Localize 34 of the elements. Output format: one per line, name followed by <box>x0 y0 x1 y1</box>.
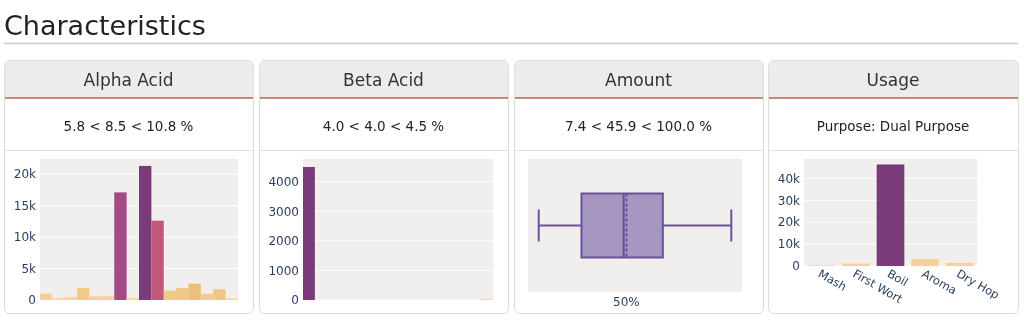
y-tick-label: 30k <box>777 193 801 208</box>
y-tick-label: 0 <box>792 259 800 274</box>
x-tick-label: Dry Hop <box>954 266 1002 303</box>
y-tick-label: 1000 <box>268 263 299 278</box>
bar <box>77 288 90 300</box>
text: 7.4 < 45.9 < 100.0 % <box>564 118 713 134</box>
y-tick-label: 5k <box>21 261 37 276</box>
y-tick-label: 20k <box>777 215 801 230</box>
text: 50% <box>613 295 640 309</box>
y-tick-label: 10k <box>777 237 801 252</box>
y-tick-label: 20k <box>13 167 37 182</box>
bar <box>911 259 939 266</box>
bar <box>114 192 127 300</box>
y-tick-label: 4000 <box>268 174 299 189</box>
y-tick-label: 10k <box>13 230 37 245</box>
text: Amount <box>605 70 673 90</box>
text: Characteristics <box>4 10 206 41</box>
y-tick-label: 3000 <box>268 204 299 219</box>
chart-subtitle: Purpose: Dual Purpose <box>816 118 970 134</box>
y-tick-label: 0 <box>291 293 299 308</box>
chart-subtitle: 4.0 < 4.0 < 4.5 % <box>322 118 445 134</box>
y-tick-label: 0 <box>28 293 36 308</box>
y-tick-label: 15k <box>13 198 37 213</box>
chart-title: Usage <box>866 70 920 90</box>
bar <box>139 165 152 300</box>
chart-subtitle: 5.8 < 8.5 < 10.8 % <box>63 118 194 134</box>
y-tick-label: 2000 <box>268 234 299 249</box>
bar <box>151 220 164 300</box>
bar <box>40 293 53 300</box>
chart-title: Beta Acid <box>343 70 424 90</box>
y-tick-label: 40k <box>777 171 801 186</box>
bar <box>945 262 974 266</box>
bar <box>876 164 905 266</box>
chart-title: Alpha Acid <box>83 70 174 90</box>
